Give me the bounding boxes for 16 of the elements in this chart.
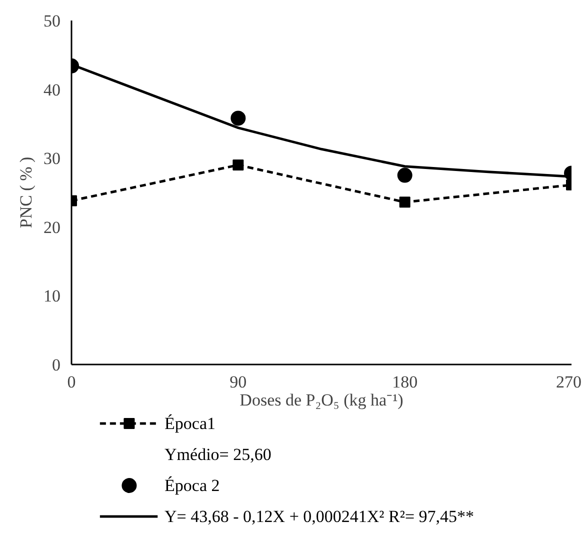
y-axis-title: PNC ( % ) bbox=[16, 156, 36, 228]
y-tick-label: 50 bbox=[44, 12, 60, 30]
x-tick-label: 0 bbox=[67, 372, 76, 392]
y-tick-label: 20 bbox=[44, 218, 60, 237]
legend-label: Época1 bbox=[164, 414, 216, 433]
x-tick-label: 180 bbox=[392, 372, 418, 392]
text: Ymédio= 25,60 bbox=[164, 445, 272, 464]
x-tick-label: 90 bbox=[230, 372, 247, 392]
legend-label: Y= 43,68 - 0,12X + 0,000241X² R²= 97,45** bbox=[164, 507, 474, 526]
y-tick-label: 10 bbox=[44, 286, 60, 306]
y-tick-label: 40 bbox=[44, 80, 60, 100]
y-tick-label: 0 bbox=[52, 356, 60, 374]
x-axis-title: Doses de P₂O₅ (kg ha⁻¹) bbox=[240, 390, 404, 410]
legend-label: Época 2 bbox=[164, 476, 220, 495]
y-tick-label: 30 bbox=[44, 149, 60, 168]
x-tick-label: 270 bbox=[556, 372, 582, 392]
